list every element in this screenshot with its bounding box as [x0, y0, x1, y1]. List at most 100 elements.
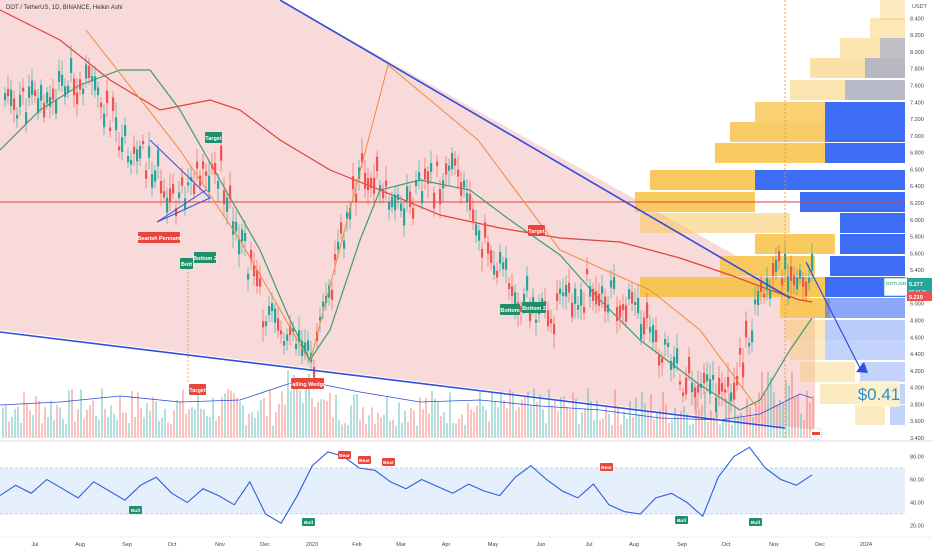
- volume-bar: [221, 396, 223, 438]
- rsi-signal-box: [129, 506, 142, 514]
- rsi-signal-box: [600, 463, 613, 471]
- candle: [292, 327, 295, 333]
- candle: [334, 254, 337, 261]
- volume-bar: [608, 414, 610, 438]
- candle: [547, 310, 550, 327]
- candle: [778, 251, 781, 262]
- candle: [775, 259, 778, 272]
- last-price-symbol: DOTUSDT: [886, 281, 909, 287]
- volume-profile-row: [870, 18, 905, 38]
- candle: [673, 356, 676, 369]
- candle: [121, 137, 124, 153]
- second-price-value: 5.219: [909, 295, 923, 301]
- volume-bar: [782, 402, 784, 438]
- volume-bar: [638, 414, 640, 438]
- candle: [703, 372, 706, 384]
- volume-bar: [611, 425, 613, 438]
- candle: [391, 196, 394, 208]
- volume-bar: [392, 419, 394, 438]
- volume-bar: [803, 419, 805, 438]
- candle: [136, 149, 139, 162]
- candle: [787, 276, 790, 292]
- volume-bar: [359, 420, 361, 438]
- bottom-2-label: Bottom 2: [193, 256, 217, 262]
- volume-bar: [344, 422, 346, 438]
- volume-bar: [752, 417, 754, 438]
- volume-bar: [374, 423, 376, 438]
- candle: [4, 93, 7, 101]
- volume-bar: [515, 410, 517, 438]
- candle: [145, 170, 148, 179]
- volume-bar: [710, 410, 712, 438]
- candle: [613, 276, 616, 290]
- volume-profile-row: [840, 213, 905, 233]
- candle: [241, 229, 244, 242]
- candle: [349, 207, 352, 220]
- candle: [730, 392, 733, 402]
- candle: [49, 96, 52, 107]
- volume-bar: [464, 424, 466, 438]
- volume-bar: [341, 424, 343, 438]
- candle: [577, 305, 580, 310]
- candle: [322, 301, 325, 307]
- volume-bar: [704, 391, 706, 438]
- volume-bar: [410, 407, 412, 438]
- volume-bar: [71, 389, 73, 438]
- candle: [709, 378, 712, 395]
- volume-bar: [326, 400, 328, 438]
- candle: [565, 284, 568, 297]
- candle: [109, 127, 112, 132]
- volume-profile-row: [840, 38, 905, 58]
- volume-bar: [134, 416, 136, 438]
- volume-bar: [689, 424, 691, 438]
- rsi-tick-label: 20.00: [910, 524, 924, 530]
- candle: [124, 125, 127, 136]
- candle: [439, 189, 442, 205]
- time-axis-label: Apr: [442, 542, 451, 548]
- candle: [16, 114, 19, 119]
- volume-bar: [185, 413, 187, 438]
- volume-bar: [506, 408, 508, 438]
- candle: [454, 158, 457, 166]
- volume-bar: [428, 413, 430, 438]
- price-tick-label: 5.600: [910, 251, 924, 257]
- volume-bar: [419, 397, 421, 438]
- volume-bar: [791, 371, 793, 438]
- candle: [457, 169, 460, 177]
- candle: [607, 304, 610, 313]
- volume-profile-row: [825, 298, 905, 318]
- volume-bar: [218, 415, 220, 438]
- candle: [397, 194, 400, 200]
- volume-bar: [371, 407, 373, 438]
- volume-bar: [89, 405, 91, 438]
- volume-bar: [680, 410, 682, 438]
- candle: [196, 161, 199, 169]
- candle: [637, 298, 640, 314]
- candle: [172, 183, 175, 194]
- volume-bar: [233, 393, 235, 438]
- candle: [88, 65, 91, 79]
- candle: [91, 76, 94, 82]
- price-tick-label: 5.000: [910, 302, 924, 308]
- candle: [160, 180, 163, 194]
- candle: [526, 275, 529, 291]
- candle: [655, 330, 658, 343]
- volume-bar: [377, 412, 379, 438]
- candle: [475, 224, 478, 236]
- candle: [394, 194, 397, 211]
- volume-bar: [296, 385, 298, 438]
- candle: [712, 374, 715, 380]
- volume-bar: [722, 421, 724, 438]
- volume-bar: [50, 400, 52, 438]
- volume-bar: [2, 407, 4, 438]
- volume-bar: [569, 409, 571, 438]
- price-tick-label: 4.000: [910, 386, 924, 392]
- candle: [472, 209, 475, 222]
- candle: [61, 74, 64, 86]
- candle: [541, 298, 544, 305]
- candle: [598, 293, 601, 306]
- volume-profile-row: [830, 256, 905, 276]
- volume-bar: [413, 410, 415, 438]
- volume-bar: [743, 417, 745, 438]
